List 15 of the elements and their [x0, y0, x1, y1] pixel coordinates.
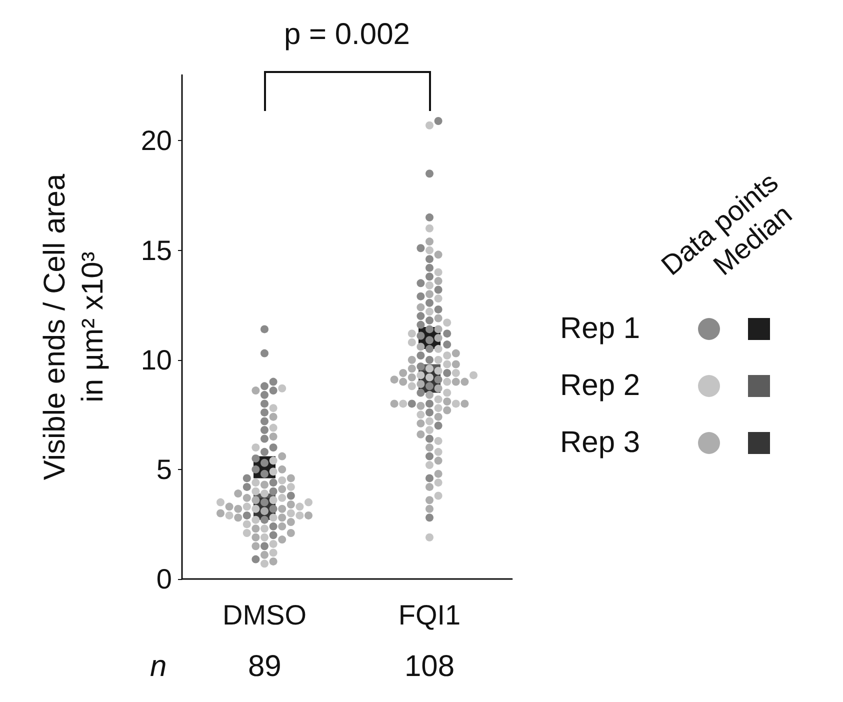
x-tick-label: FQI1	[398, 600, 461, 630]
y-tick-label: 5	[156, 454, 172, 485]
y-tick-label: 10	[140, 344, 172, 376]
y-axis-title: Visible ends / Cell area in µm² x10³	[38, 174, 110, 480]
legend-label: Rep 1	[560, 312, 642, 346]
legend-label: Rep 2	[560, 368, 642, 402]
y-tick-label: 15	[140, 234, 172, 266]
legend-label: Rep 3	[560, 426, 642, 460]
text: 89	[248, 650, 282, 684]
text: 108	[404, 650, 455, 684]
text: n	[150, 650, 167, 684]
text: p = 0.002	[284, 18, 410, 52]
y-tick-label: 0	[156, 564, 172, 594]
y-tick-label: 20	[140, 125, 172, 156]
x-tick-label: DMSO	[222, 600, 306, 630]
